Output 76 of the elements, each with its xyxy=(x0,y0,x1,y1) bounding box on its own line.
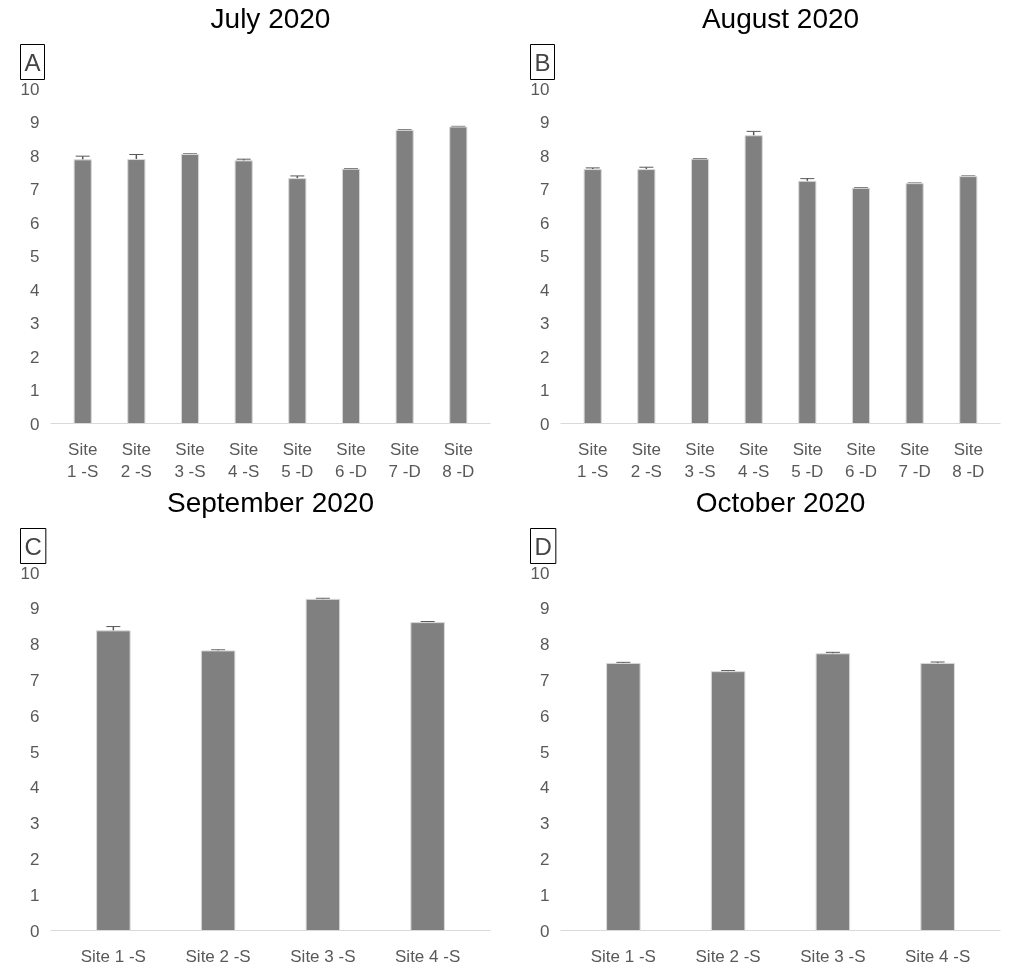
text: D xyxy=(534,532,552,560)
y-tick-label: 7 xyxy=(30,180,40,199)
y-tick-label: 9 xyxy=(540,599,550,619)
chart-title: September 2020 xyxy=(166,486,375,518)
x-tick-label: Site 3 -S xyxy=(800,946,866,966)
y-tick-label: 1 xyxy=(540,381,550,400)
y-tick-label: 7 xyxy=(540,180,550,199)
x-tick-label: Site 2 -S xyxy=(630,439,662,482)
y-tick-label: 9 xyxy=(30,599,40,619)
y-tick-label: 6 xyxy=(540,213,550,233)
y-tick-label: 4 xyxy=(540,778,550,798)
x-tick-label: Site 2 -S xyxy=(185,946,251,966)
y-tick-label: 0 xyxy=(30,414,40,434)
y-tick-label: 8 xyxy=(540,635,550,655)
x-tick-label: Site 4 -S xyxy=(395,946,461,966)
y-tick-label: 3 xyxy=(30,314,40,333)
y-tick-label: 8 xyxy=(540,146,550,166)
y-tick-label: 5 xyxy=(540,247,550,266)
x-tick-label: Site 1 -S xyxy=(590,946,656,966)
y-tick-label: 6 xyxy=(540,706,550,726)
x-tick-label: Site 7 -D xyxy=(898,439,931,482)
y-tick-label: 10 xyxy=(20,79,40,99)
y-tick-label: 0 xyxy=(540,921,550,941)
text: B xyxy=(534,48,551,76)
y-tick-label: 5 xyxy=(30,247,40,266)
x-tick-label: Site 6 -D xyxy=(844,439,878,482)
y-tick-label: 5 xyxy=(540,742,550,762)
text: A xyxy=(24,48,41,76)
y-tick-label: 6 xyxy=(30,706,40,726)
y-tick-label: 7 xyxy=(30,670,40,690)
y-tick-label: 4 xyxy=(540,280,550,300)
x-tick-label: Site 4 -S xyxy=(228,439,260,482)
x-tick-label: Site 8 -D xyxy=(952,439,985,482)
y-tick-label: 4 xyxy=(30,280,40,300)
x-tick-label: Site 3 -S xyxy=(684,439,716,482)
y-tick-label: 9 xyxy=(30,113,40,132)
y-tick-label: 2 xyxy=(30,347,40,367)
x-tick-label: Site 1 -S xyxy=(577,439,609,482)
x-tick-label: Site 6 -D xyxy=(334,439,368,482)
y-tick-label: 3 xyxy=(540,314,550,333)
x-tick-label: Site 3 -S xyxy=(290,946,356,966)
x-tick-label: Site 2 -S xyxy=(695,946,761,966)
y-tick-label: 3 xyxy=(540,814,550,834)
y-tick-label: 1 xyxy=(30,381,40,400)
y-tick-label: 10 xyxy=(530,563,550,583)
y-tick-label: 0 xyxy=(30,921,40,941)
y-tick-label: 10 xyxy=(530,79,550,99)
y-tick-label: 2 xyxy=(540,849,550,869)
y-tick-label: 10 xyxy=(20,563,40,583)
y-tick-label: 9 xyxy=(540,113,550,132)
y-tick-label: 0 xyxy=(540,414,550,434)
y-tick-label: 4 xyxy=(30,778,40,798)
x-tick-label: Site 2 -S xyxy=(120,439,152,482)
y-tick-label: 3 xyxy=(30,814,40,834)
x-tick-label: Site 1 -S xyxy=(80,946,146,966)
x-tick-label: Site 1 -S xyxy=(67,439,99,482)
y-tick-label: 7 xyxy=(540,670,550,690)
y-tick-label: 2 xyxy=(30,849,40,869)
y-tick-label: 1 xyxy=(540,885,550,905)
y-tick-label: 1 xyxy=(30,885,40,905)
y-tick-label: 8 xyxy=(30,635,40,655)
x-tick-label: Site 5 -D xyxy=(791,439,824,482)
chart-title: October 2020 xyxy=(695,486,866,518)
y-tick-label: 2 xyxy=(540,347,550,367)
chart-title: July 2020 xyxy=(210,2,331,34)
x-tick-label: Site 3 -S xyxy=(174,439,206,482)
chart-title: August 2020 xyxy=(701,2,860,34)
text: C xyxy=(24,532,42,560)
y-tick-label: 5 xyxy=(30,742,40,762)
x-tick-label: Site 5 -D xyxy=(281,439,314,482)
x-tick-label: Site 7 -D xyxy=(388,439,421,482)
x-tick-label: Site 4 -S xyxy=(905,946,971,966)
y-tick-label: 6 xyxy=(30,213,40,233)
x-tick-label: Site 8 -D xyxy=(442,439,475,482)
x-tick-label: Site 4 -S xyxy=(738,439,770,482)
y-tick-label: 8 xyxy=(30,146,40,166)
